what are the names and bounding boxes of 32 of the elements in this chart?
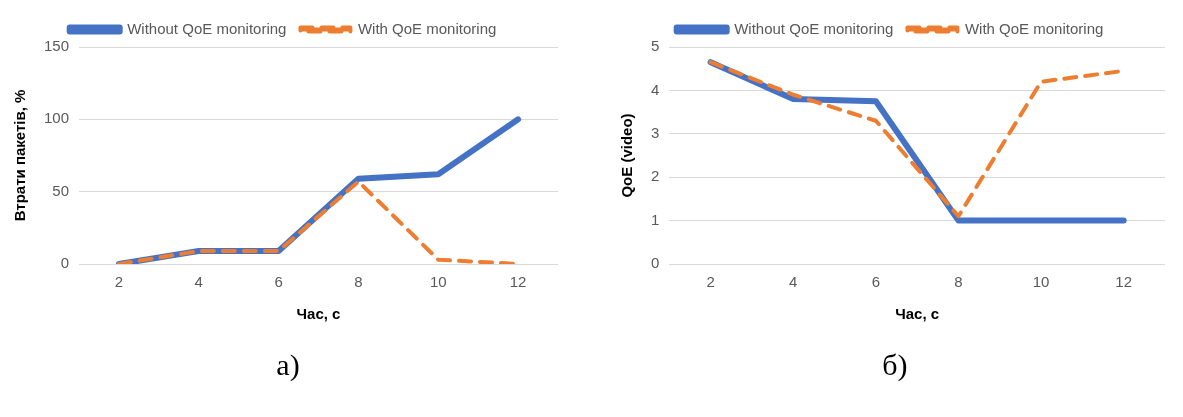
x-tick-label: 12 [1115,273,1133,291]
x-tick-label: 10 [1032,273,1050,291]
x-tick-label: 12 [509,273,527,291]
x-tick-label: 6 [274,273,283,291]
y-axis-title: Втрати пакетів, % [11,89,29,222]
x-tick-label: 2 [706,273,715,291]
y-tick-label: 0 [60,254,70,272]
x-tick-label: 4 [789,273,798,291]
x-axis-title: Час, с [895,305,940,323]
y-tick-label: 100 [44,109,70,127]
x-tick-label: 4 [194,273,203,291]
y-tick-label: 4 [651,80,660,98]
y-tick-label: 3 [651,123,660,141]
legend-label: With QoE monitoring [357,19,497,37]
x-tick-label: 6 [871,273,881,291]
x-tick-label: 10 [429,273,447,291]
y-tick-label: 50 [52,181,70,199]
y-axis-title: QoE (video) [618,113,636,198]
x-axis-title: Час, с [296,305,341,323]
legend-label: Without QoE monitoring [127,19,287,37]
y-tick-label: 0 [651,254,660,272]
y-tick-label: 5 [651,37,660,55]
x-tick-label: 2 [114,273,124,291]
y-tick-label: 2 [651,167,660,185]
x-tick-label: 8 [954,273,963,291]
text: а) [275,348,301,382]
legend-label: With QoE monitoring [964,19,1104,37]
text: б) [881,348,909,382]
y-tick-label: 1 [651,210,660,228]
y-tick-label: 150 [44,37,70,55]
legend-label: Without QoE monitoring [734,19,894,37]
x-tick-label: 8 [354,273,363,291]
